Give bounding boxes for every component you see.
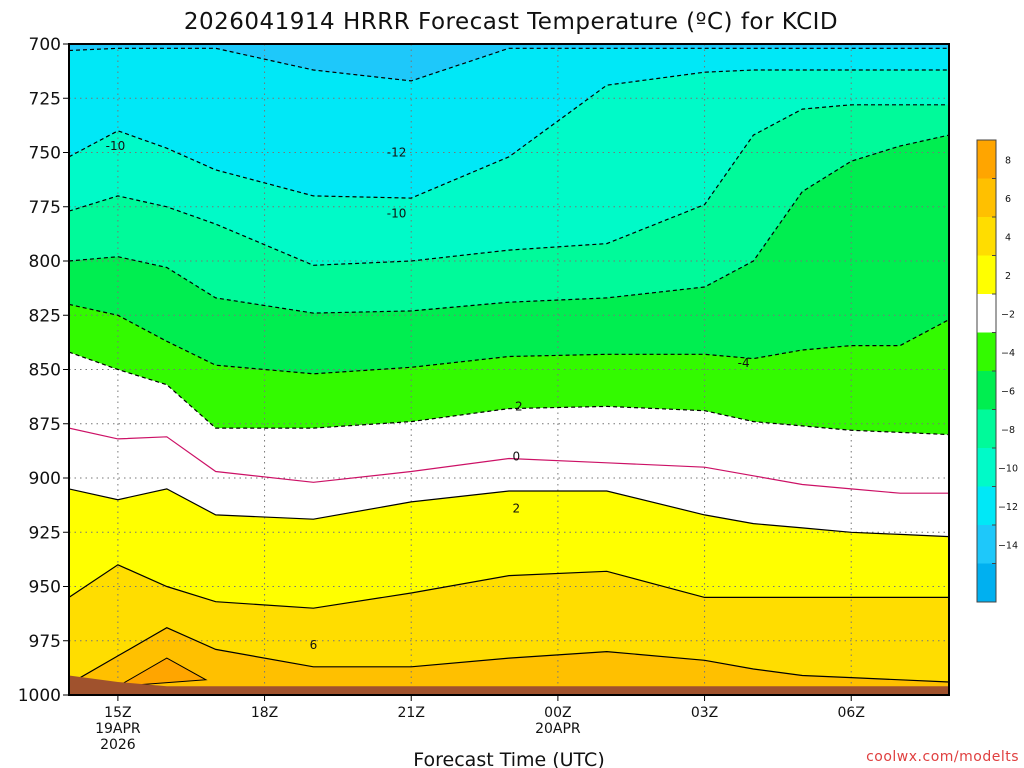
y-tick-label: 725 <box>29 89 61 109</box>
colorbar-tick-label: −10 <box>998 463 1018 474</box>
ground-surface <box>69 675 949 695</box>
colorbar-tick-label: −2 <box>1001 309 1015 320</box>
contour-label: -10 <box>106 139 126 153</box>
colorbar-segment <box>977 448 996 487</box>
contour-label: -12 <box>387 146 407 160</box>
x-tick-label: 06Z <box>838 705 865 721</box>
x-tick-label: 21Z <box>398 705 425 721</box>
isotherm--8 <box>69 104 949 266</box>
y-tick-label: 825 <box>29 306 61 326</box>
x-date-label: 19APR <box>95 721 141 737</box>
temperature-bands <box>69 48 949 695</box>
colorbar-tick-label: −12 <box>998 502 1018 513</box>
y-tick-label: 850 <box>29 361 61 381</box>
contour-label: 0 <box>513 449 521 463</box>
x-tick-label: 03Z <box>691 705 718 721</box>
x-date-label: 20APR <box>535 721 581 737</box>
x-axis-label: Forecast Time (UTC) <box>413 749 604 768</box>
colorbar-segment <box>977 140 996 179</box>
isotherm-4 <box>69 564 949 609</box>
y-tick-label: 875 <box>29 415 61 435</box>
colorbar-segment <box>977 294 996 333</box>
isotherm--4 <box>69 303 949 375</box>
y-tick-label: 800 <box>29 252 61 272</box>
colorbar-tick-label: 8 <box>1005 155 1011 166</box>
isotherm--10 <box>69 69 949 199</box>
y-tick-label: 1000 <box>18 686 61 706</box>
temperature-band <box>69 627 949 695</box>
isotherm--12 <box>69 47 949 82</box>
isotherm-6 <box>69 627 949 685</box>
colorbar-tick-label: −8 <box>1001 425 1015 436</box>
chart-title: 2026041914 HRRR Forecast Temperature (ºC… <box>184 9 838 35</box>
contour-label: -10 <box>387 206 407 220</box>
y-tick-label: 750 <box>29 144 61 164</box>
isotherm--2 <box>69 351 949 436</box>
credit-link[interactable]: coolwx.com/modelts <box>866 749 1019 765</box>
colorbar-segment <box>977 525 996 564</box>
contour-label: 2 <box>513 501 521 515</box>
isotherm-0 <box>69 427 949 494</box>
y-tick-label: 700 <box>29 35 61 55</box>
warm-pocket <box>117 657 208 687</box>
colorbar-tick-label: −14 <box>998 540 1018 551</box>
colorbar-segment <box>977 217 996 256</box>
colorbar-segment <box>977 332 996 371</box>
colorbar-segment <box>977 486 996 525</box>
colorbar-segment <box>977 255 996 294</box>
plot-area <box>69 44 949 695</box>
y-tick-label: 925 <box>29 523 61 543</box>
colorbar-tick-label: 4 <box>1005 232 1011 243</box>
isotherm--6 <box>69 134 949 314</box>
isotherm-lines <box>69 47 949 685</box>
colorbar-segment <box>977 371 996 410</box>
isotherm-2 <box>69 488 949 538</box>
colorbar-segment <box>977 563 996 602</box>
colorbar: 8 6 4 2 −2 −4 −6 −8 −10 −12 −14 <box>976 139 1018 603</box>
contour-labels: -10 -12 -10 -4 2 0 2 6 <box>106 139 750 652</box>
colorbar-tick-label: 2 <box>1005 271 1011 282</box>
x-tick-label: 18Z <box>251 705 278 721</box>
y-tick-label: 950 <box>29 578 61 598</box>
contour-label: 2 <box>515 399 523 413</box>
colorbar-segment <box>977 178 996 217</box>
colorbar-tick-label: −6 <box>1001 386 1015 397</box>
grid-lines <box>69 44 949 695</box>
x-year-label: 2026 <box>100 737 136 753</box>
colorbar-segment <box>977 409 996 448</box>
y-tick-label: 975 <box>29 632 61 652</box>
contour-label: 6 <box>310 638 318 652</box>
x-tick-label: 15Z <box>104 705 131 721</box>
colorbar-tick-label: 6 <box>1005 194 1011 205</box>
y-tick-label: 775 <box>29 198 61 218</box>
contour-label: -4 <box>738 356 750 370</box>
y-tick-label: 900 <box>29 469 61 489</box>
x-tick-label: 00Z <box>544 705 571 721</box>
y-axis: 700 725 750 775 800 825 850 875 900 925 950 975 1000 <box>18 35 69 706</box>
colorbar-tick-label: −4 <box>1001 348 1015 359</box>
